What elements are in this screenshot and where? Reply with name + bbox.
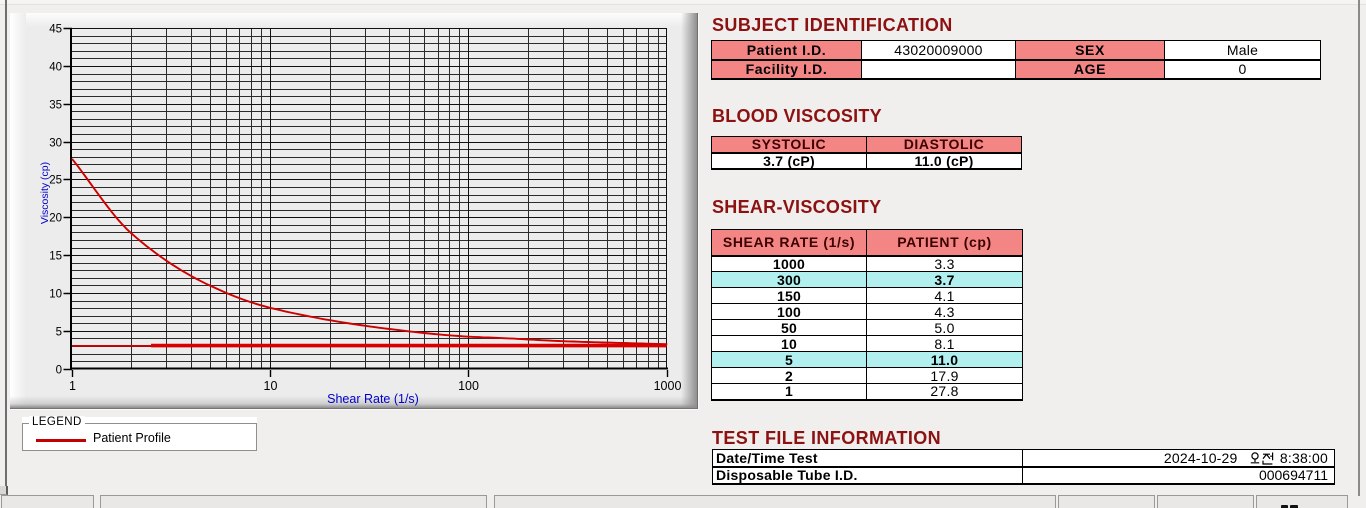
svg-text:40: 40	[49, 62, 62, 74]
svg-text:45: 45	[49, 24, 62, 36]
svg-text:Shear Rate (1/s): Shear Rate (1/s)	[327, 392, 419, 406]
svg-text:1: 1	[69, 379, 76, 393]
svg-text:15: 15	[49, 251, 62, 263]
svg-text:5: 5	[56, 327, 62, 339]
svg-text:30: 30	[49, 138, 62, 150]
svg-text:Viscosity (cp): Viscosity (cp)	[39, 162, 51, 224]
svg-text:100: 100	[458, 379, 479, 393]
svg-text:0: 0	[56, 365, 62, 377]
svg-text:25: 25	[49, 175, 62, 187]
svg-text:10: 10	[49, 289, 62, 301]
svg-text:1000: 1000	[654, 379, 682, 393]
svg-text:35: 35	[49, 100, 62, 112]
svg-text:10: 10	[264, 379, 278, 393]
svg-text:20: 20	[49, 213, 62, 225]
